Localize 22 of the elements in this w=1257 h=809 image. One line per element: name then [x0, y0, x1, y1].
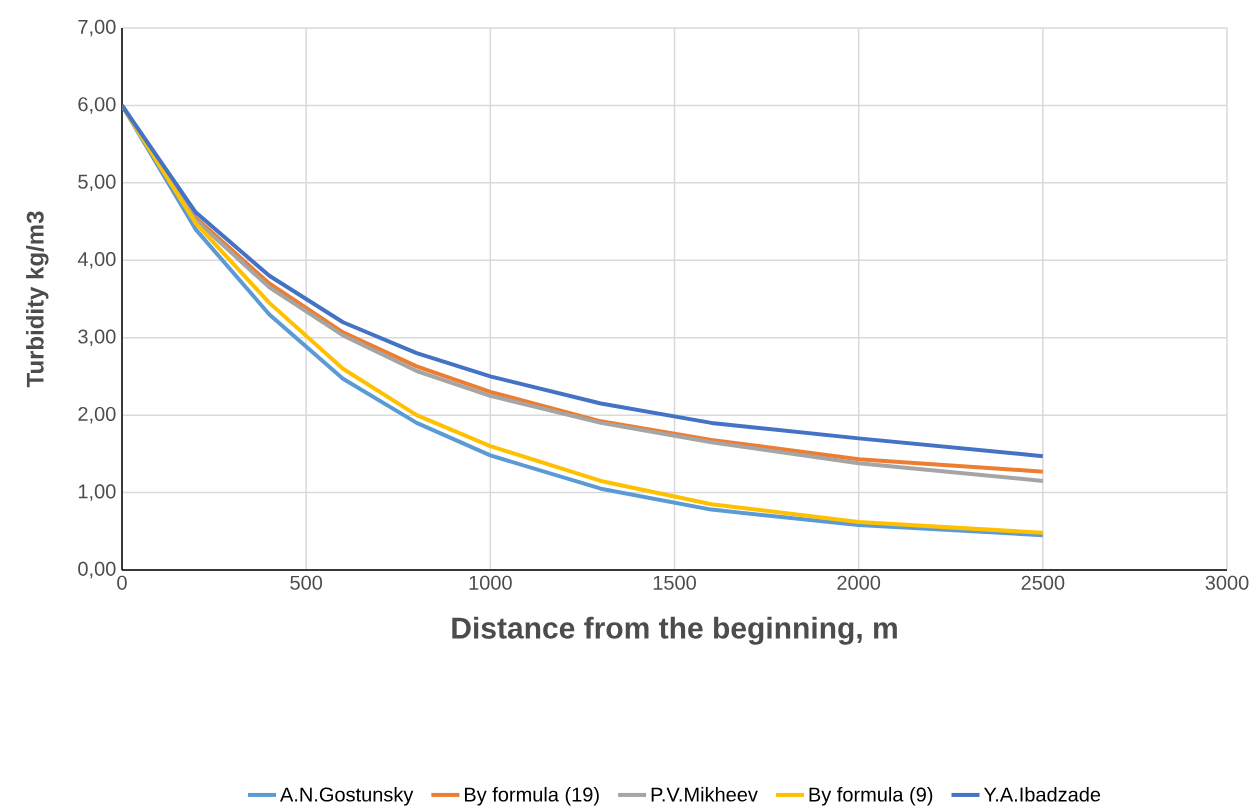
x-tick-label: 0: [117, 575, 127, 590]
x-tick-label: 2500: [1021, 575, 1065, 590]
x-tick-label: 1500: [653, 575, 696, 590]
x-tick-label: 3000: [1205, 575, 1249, 590]
x-tick-label: 500: [290, 575, 323, 590]
legend-label: By formula (19): [465, 786, 599, 806]
y-tick-label: 1,00: [78, 484, 116, 501]
y-tick-label: 0,00: [78, 561, 116, 579]
y-tick-label: 3,00: [78, 329, 116, 346]
y-tick-label: 5,00: [78, 174, 116, 192]
y-tick-label: 6,00: [78, 97, 116, 114]
legend-label: A.N.Gostunsky: [280, 786, 414, 806]
y-tick-label: 4,00: [77, 252, 116, 269]
x-tick-label: 1000: [469, 575, 512, 590]
y-tick-label: 7,00: [78, 19, 116, 37]
legend-label: By formula (9): [809, 786, 933, 806]
y-axis-title: Turbidity kg/m3: [26, 211, 49, 388]
legend-label: P.V.Mikheev: [651, 786, 758, 802]
legend-label: Y.A.Ibadzade: [983, 786, 1101, 802]
y-tick-label: 2,00: [78, 406, 116, 424]
x-tick-label: 2000: [837, 575, 881, 590]
x-axis-title: Distance from the beginning, m: [452, 616, 897, 645]
